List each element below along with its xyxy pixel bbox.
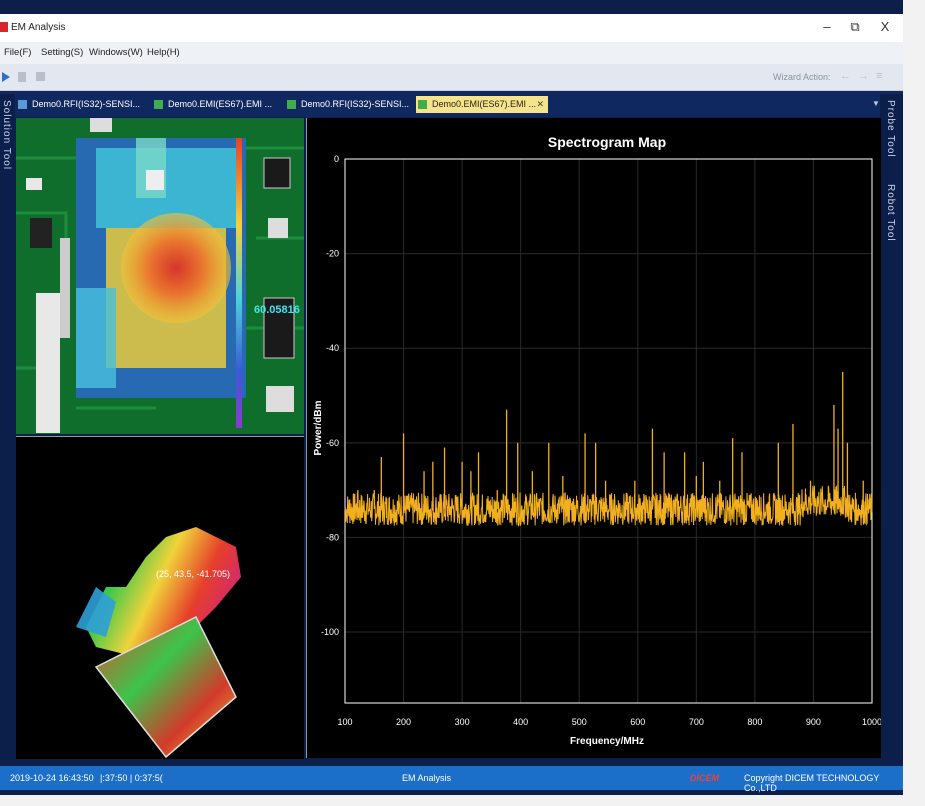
menu-bar: File(F) Setting(S) Windows(W) Help(H) [0,42,903,64]
right-dock: Probe Tool Robot Tool [880,94,903,764]
3d-surface-graphic: (25, 43.5, -41.705) [76,527,241,759]
menu-windows[interactable]: Windows(W) [89,47,143,58]
x-tick-label: 800 [747,717,762,727]
document-tabs: Demo0.RFI(IS32)-SENSI... Demo0.EMI(ES67)… [0,91,903,117]
chart-title: Spectrogram Map [548,134,666,150]
y-tick-label: 0 [334,154,339,164]
tab-label: Demo0.RFI(IS32)-SENSI... [32,99,141,109]
x-tick-label: 700 [689,717,704,727]
toolbar: Wizard Action: ← → ≡ [0,64,903,91]
series-peaks [349,371,864,510]
tab-dropdown-icon[interactable]: ▼ [872,99,880,108]
y-tick-label: -20 [326,249,339,259]
x-tick-label: 100 [337,717,352,727]
tab-label: Demo0.RFI(IS32)-SENSI... [301,99,410,109]
pause-icon[interactable] [18,72,26,82]
status-copyright: Copyright DICEM TECHNOLOGY Co.,LTD [744,773,880,793]
back-arrow-icon[interactable]: ← [840,70,851,82]
menu-help[interactable]: Help(H) [147,47,180,58]
app-logo-icon [0,22,8,32]
document-icon [18,100,27,109]
probe-tool-tab[interactable]: Probe Tool [885,100,896,158]
status-datetime: 2019-10-24 16:43:50 [10,773,94,783]
y-tick-label: -80 [326,532,339,542]
play-icon[interactable] [2,72,10,82]
tab-rfi-2[interactable]: Demo0.RFI(IS32)-SENSI... [285,96,413,113]
x-axis-label: Frequency/MHz [570,736,644,747]
app-window: EM Analysis – ⧉ X File(F) Setting(S) Win… [0,0,903,795]
menu-setting[interactable]: Setting(S) [41,47,84,58]
tab-close-icon[interactable]: ✕ [536,99,544,109]
restore-button[interactable]: ⧉ [850,19,860,34]
dicem-logo: DICEM [690,773,719,783]
pcb-heatmap-graphic: 60.05816 [16,118,304,434]
tab-label: Demo0.EMI(ES67).EMI ... [168,99,273,109]
y-axis-label: Power/dBm [313,400,324,455]
chart-ticks: 100 200 300 400 500 600 700 800 900 1000 0 -20 -40 -6… [321,154,882,727]
3d-coords-readout: (25, 43.5, -41.705) [156,569,230,579]
x-tick-label: 600 [630,717,645,727]
close-button[interactable]: X [880,19,890,34]
3d-surface-view[interactable]: (25, 43.5, -41.705) [16,436,304,759]
x-tick-label: 1000 [862,717,881,727]
y-tick-label: -40 [326,343,339,353]
x-tick-label: 300 [455,717,470,727]
robot-tool-tab[interactable]: Robot Tool [885,184,896,242]
plot-frame [344,158,873,704]
tab-emi-1[interactable]: Demo0.EMI(ES67).EMI ... [152,96,278,113]
y-tick-label: -100 [321,627,339,637]
x-tick-label: 200 [396,717,411,727]
x-tick-label: 500 [572,717,587,727]
x-tick-label: 400 [513,717,528,727]
spectrogram-panel: Spectrogram Map Frequency/MHz Power/dBm … [306,118,882,758]
tab-label: Demo0.EMI(ES67).EMI ... [432,99,537,109]
tab-rfi-1[interactable]: Demo0.RFI(IS32)-SENSI... [16,96,144,113]
x-tick-label: 900 [806,717,821,727]
tab-emi-2-active[interactable]: Demo0.EMI(ES67).EMI ... ✕ [416,96,548,113]
pcb-heatmap-view[interactable]: 60.05816 [16,118,304,434]
menu-file[interactable]: File(F) [4,47,32,58]
spectrogram-chart[interactable]: Spectrogram Map Frequency/MHz Power/dBm … [307,118,882,758]
document-icon [418,100,427,109]
menu-lines-icon[interactable]: ≡ [876,70,883,82]
document-icon [154,100,163,109]
chart-grid [345,159,872,703]
minimize-button[interactable]: – [823,19,831,34]
wizard-action-label: Wizard Action: [773,72,831,82]
title-bar: EM Analysis – ⧉ X [0,14,903,42]
solution-tool-tab[interactable]: Solution Tool [1,100,12,171]
forward-arrow-icon[interactable]: → [858,70,869,82]
status-bar: 2019-10-24 16:43:50 |:37:50 | 0:37:5( EM… [0,766,903,793]
heatmap-readout: 60.05816 [254,304,300,316]
document-icon [287,100,296,109]
status-timer: |:37:50 | 0:37:5( [100,773,163,783]
left-dock: Solution Tool [0,94,15,764]
y-tick-label: -60 [326,438,339,448]
status-center-title: EM Analysis [402,773,452,783]
window-title: EM Analysis [11,22,66,33]
stop-icon[interactable] [36,72,45,81]
